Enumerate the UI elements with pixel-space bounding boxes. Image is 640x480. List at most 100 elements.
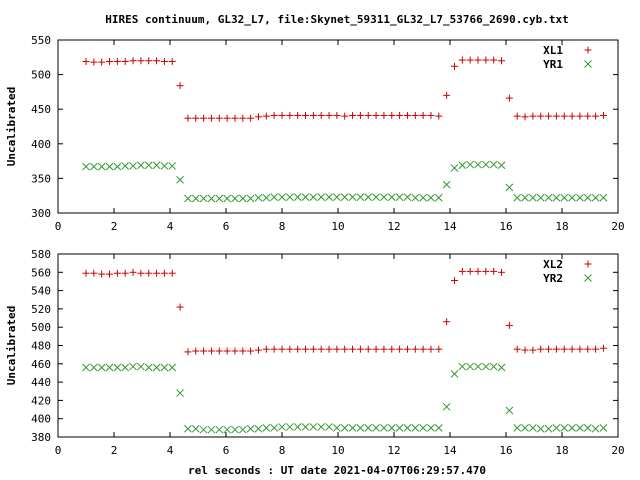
data-point <box>576 423 584 432</box>
x-tick-label: 20 <box>611 444 624 457</box>
x-tick-label: 2 <box>111 220 118 233</box>
top-panel: 0 2 4 6 8 10 12 14 16 18 20 300 350 400 450 500 550 Uncal… <box>5 34 625 233</box>
x-tick-label: 18 <box>555 444 568 457</box>
data-point <box>145 269 153 277</box>
data-point <box>246 194 255 203</box>
data-point <box>427 423 435 432</box>
data-point <box>333 111 341 119</box>
data-point <box>144 161 153 170</box>
data-point <box>184 424 192 433</box>
data-point <box>89 162 98 171</box>
data-point <box>537 112 545 120</box>
data-point <box>474 160 482 169</box>
data-point <box>106 57 114 65</box>
data-point <box>168 363 177 372</box>
data-point <box>387 423 396 432</box>
y-tick-label: 500 <box>31 321 51 334</box>
x-tick-label: 20 <box>611 220 624 233</box>
series-yr2 <box>82 362 608 434</box>
data-point <box>521 113 529 121</box>
data-point <box>521 193 529 202</box>
data-point <box>309 345 317 353</box>
data-point <box>450 62 458 70</box>
data-point <box>293 193 302 201</box>
data-point <box>278 345 286 353</box>
series-xl1 <box>82 56 607 122</box>
data-point <box>137 57 145 65</box>
data-point <box>215 347 223 355</box>
x-tick-label: 8 <box>279 444 286 457</box>
data-point <box>411 423 420 432</box>
data-point <box>380 193 388 201</box>
data-point <box>113 269 121 277</box>
data-point <box>97 162 106 171</box>
x-tick-label: 4 <box>167 220 174 233</box>
data-point <box>388 111 396 119</box>
data-point <box>505 183 514 192</box>
data-point <box>239 347 247 355</box>
data-point <box>442 180 451 189</box>
data-point <box>254 346 262 354</box>
data-point <box>270 193 279 201</box>
data-point <box>168 269 176 277</box>
data-point <box>121 269 129 277</box>
data-point <box>498 268 506 276</box>
data-point <box>458 161 467 170</box>
data-point <box>560 112 568 120</box>
data-point <box>262 193 271 202</box>
data-point <box>568 193 576 202</box>
data-point <box>583 193 592 202</box>
data-point <box>443 91 451 99</box>
y-tick-label: 520 <box>31 303 51 316</box>
data-point <box>489 362 498 371</box>
data-point <box>364 345 372 353</box>
data-point <box>474 362 482 371</box>
data-point <box>231 114 239 122</box>
x-tick-label: 8 <box>279 220 286 233</box>
data-point <box>576 345 584 353</box>
data-point <box>325 423 333 431</box>
data-point <box>349 345 357 353</box>
data-point <box>380 111 388 119</box>
data-point <box>254 113 262 121</box>
data-point <box>200 347 208 355</box>
data-point <box>435 345 443 353</box>
data-point <box>568 112 576 120</box>
data-point <box>176 389 184 397</box>
data-point <box>537 345 545 353</box>
y-tick-label: 550 <box>31 34 51 47</box>
data-point <box>591 424 600 433</box>
data-point <box>262 112 270 120</box>
data-point <box>285 423 294 431</box>
data-point <box>419 423 427 432</box>
x-tick-label: 16 <box>499 444 512 457</box>
data-point <box>207 347 215 355</box>
data-point <box>293 423 302 431</box>
data-point <box>340 193 349 201</box>
y-tick-label: 350 <box>31 172 51 185</box>
y-tick-label: 460 <box>31 358 51 371</box>
data-point <box>184 194 192 203</box>
data-point <box>521 423 529 432</box>
data-point <box>450 164 459 172</box>
data-point <box>223 425 231 434</box>
data-point <box>301 423 310 431</box>
data-point <box>223 114 231 122</box>
data-point <box>372 111 380 119</box>
data-point <box>348 193 357 201</box>
data-point <box>576 193 584 202</box>
data-point <box>82 269 90 277</box>
y-tick-label: 400 <box>31 138 51 151</box>
data-point <box>364 111 372 119</box>
data-point <box>513 345 521 353</box>
data-point <box>536 193 545 202</box>
data-point <box>591 193 600 202</box>
data-point <box>442 402 451 411</box>
data-point <box>458 56 466 64</box>
y-tick-label: 560 <box>31 266 51 279</box>
data-point <box>395 193 404 201</box>
data-point <box>152 363 161 372</box>
data-point <box>106 270 114 278</box>
data-point <box>90 269 98 277</box>
data-point <box>490 56 498 64</box>
